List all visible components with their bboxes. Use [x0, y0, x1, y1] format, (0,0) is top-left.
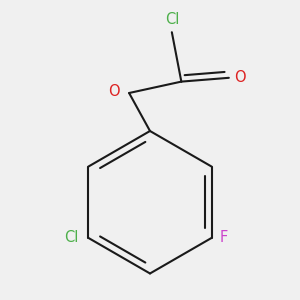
- Text: F: F: [219, 230, 227, 245]
- Text: Cl: Cl: [64, 230, 79, 245]
- Text: O: O: [235, 70, 246, 85]
- Text: O: O: [108, 84, 120, 99]
- Text: Cl: Cl: [165, 11, 179, 26]
